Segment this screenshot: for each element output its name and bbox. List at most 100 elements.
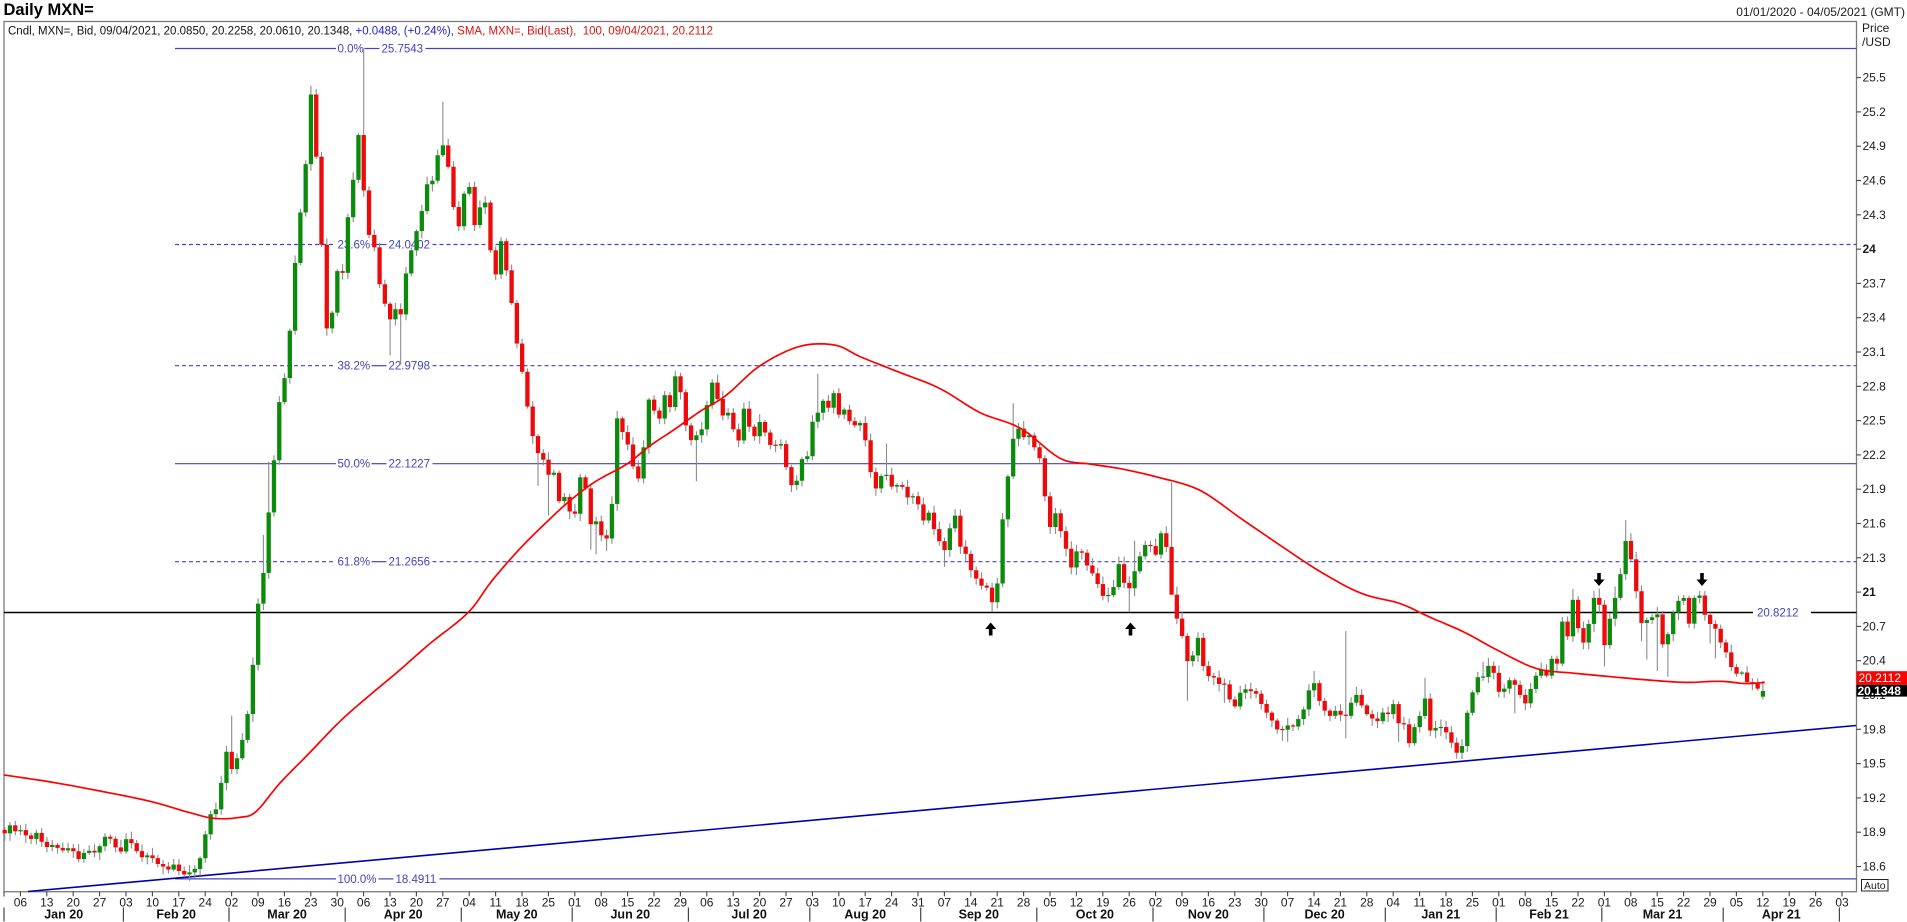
svg-text:01: 01 bbox=[1492, 896, 1506, 910]
svg-text:Feb 21: Feb 21 bbox=[1529, 908, 1569, 922]
svg-text:27: 27 bbox=[779, 896, 793, 910]
svg-text:17: 17 bbox=[859, 896, 873, 910]
svg-text:Jun 20: Jun 20 bbox=[610, 908, 650, 922]
svg-text:16: 16 bbox=[1202, 896, 1216, 910]
svg-text:27: 27 bbox=[436, 896, 450, 910]
svg-text:38.2%: 38.2% bbox=[338, 361, 371, 373]
svg-text:/USD: /USD bbox=[1862, 35, 1891, 49]
svg-text:25.2: 25.2 bbox=[1863, 105, 1887, 119]
svg-text:05: 05 bbox=[1730, 896, 1744, 910]
svg-text:04: 04 bbox=[1387, 896, 1401, 910]
svg-text:Mar 21: Mar 21 bbox=[1643, 908, 1683, 922]
svg-text:22: 22 bbox=[1677, 896, 1691, 910]
svg-text:18.4911: 18.4911 bbox=[396, 874, 437, 886]
svg-text:20.4: 20.4 bbox=[1863, 654, 1887, 668]
svg-text:01: 01 bbox=[568, 896, 582, 910]
svg-text:23.7: 23.7 bbox=[1863, 276, 1887, 290]
svg-text:21.2656: 21.2656 bbox=[389, 557, 431, 569]
svg-text:10: 10 bbox=[146, 896, 160, 910]
svg-text:16: 16 bbox=[278, 896, 292, 910]
svg-text:04: 04 bbox=[463, 896, 477, 910]
svg-text:23.6%: 23.6% bbox=[338, 240, 371, 252]
svg-text:18.9: 18.9 bbox=[1863, 825, 1887, 839]
svg-text:Aug 20: Aug 20 bbox=[844, 908, 886, 922]
svg-text:25.5: 25.5 bbox=[1863, 71, 1887, 85]
svg-text:08: 08 bbox=[1624, 896, 1638, 910]
svg-text:20.1348: 20.1348 bbox=[1858, 684, 1902, 698]
svg-text:19: 19 bbox=[1096, 896, 1110, 910]
svg-text:14: 14 bbox=[1307, 896, 1321, 910]
svg-text:01/01/2020 - 04/05/2021 (GMT): 01/01/2020 - 04/05/2021 (GMT) bbox=[1736, 5, 1905, 19]
svg-text:03: 03 bbox=[1835, 896, 1849, 910]
svg-text:30: 30 bbox=[1255, 896, 1269, 910]
svg-text:21.3: 21.3 bbox=[1863, 551, 1887, 565]
svg-text:11: 11 bbox=[489, 896, 502, 910]
svg-text:23: 23 bbox=[1228, 896, 1242, 910]
svg-text:13: 13 bbox=[727, 896, 741, 910]
svg-text:12: 12 bbox=[1756, 896, 1770, 910]
svg-text:29: 29 bbox=[1703, 896, 1717, 910]
svg-text:Jan 21: Jan 21 bbox=[1421, 908, 1460, 922]
svg-text:100.0%: 100.0% bbox=[338, 874, 377, 886]
svg-text:01: 01 bbox=[1598, 896, 1612, 910]
svg-text:24.9: 24.9 bbox=[1863, 139, 1887, 153]
svg-text:Dec 20: Dec 20 bbox=[1304, 908, 1344, 922]
svg-text:23.1: 23.1 bbox=[1863, 345, 1887, 359]
svg-text:61.8%: 61.8% bbox=[338, 557, 371, 569]
svg-text:17: 17 bbox=[172, 896, 186, 910]
svg-text:Cndl, MXN=, Bid, 09/04/2021, 2: Cndl, MXN=, Bid, 09/04/2021, 20.0850, 20… bbox=[8, 26, 713, 38]
svg-text:26: 26 bbox=[1809, 896, 1823, 910]
svg-text:Mar 20: Mar 20 bbox=[267, 908, 307, 922]
svg-text:25: 25 bbox=[1466, 896, 1480, 910]
svg-text:19.2: 19.2 bbox=[1863, 791, 1887, 805]
svg-text:24: 24 bbox=[199, 896, 213, 910]
svg-text:19.8: 19.8 bbox=[1863, 722, 1887, 736]
svg-text:02: 02 bbox=[1149, 896, 1163, 910]
svg-text:29: 29 bbox=[674, 896, 688, 910]
svg-text:10: 10 bbox=[832, 896, 846, 910]
svg-text:Daily MXN=: Daily MXN= bbox=[4, 1, 94, 19]
svg-text:19.5: 19.5 bbox=[1863, 757, 1887, 771]
svg-text:27: 27 bbox=[93, 896, 107, 910]
svg-text:28: 28 bbox=[1017, 896, 1031, 910]
svg-text:24.6: 24.6 bbox=[1863, 174, 1887, 188]
svg-text:22.9798: 22.9798 bbox=[389, 361, 431, 373]
svg-text:06: 06 bbox=[14, 896, 28, 910]
svg-text:19: 19 bbox=[1783, 896, 1797, 910]
svg-text:Apr 20: Apr 20 bbox=[384, 908, 423, 922]
svg-text:18.6: 18.6 bbox=[1863, 860, 1887, 874]
svg-text:09: 09 bbox=[1175, 896, 1189, 910]
svg-text:31: 31 bbox=[911, 896, 925, 910]
svg-text:21: 21 bbox=[1863, 585, 1877, 599]
svg-text:24.0402: 24.0402 bbox=[389, 240, 431, 252]
svg-text:23: 23 bbox=[304, 896, 318, 910]
svg-text:22: 22 bbox=[1571, 896, 1585, 910]
svg-text:08: 08 bbox=[595, 896, 609, 910]
svg-text:20.7: 20.7 bbox=[1863, 619, 1887, 633]
svg-text:15: 15 bbox=[621, 896, 635, 910]
svg-text:21.6: 21.6 bbox=[1863, 517, 1887, 531]
svg-text:07: 07 bbox=[938, 896, 952, 910]
svg-text:20: 20 bbox=[753, 896, 767, 910]
svg-text:24: 24 bbox=[885, 896, 899, 910]
svg-text:May 20: May 20 bbox=[496, 908, 538, 922]
svg-text:11: 11 bbox=[1413, 896, 1426, 910]
svg-text:03: 03 bbox=[806, 896, 820, 910]
svg-text:Sep 20: Sep 20 bbox=[959, 908, 999, 922]
svg-text:Apr 21: Apr 21 bbox=[1762, 908, 1801, 922]
svg-text:0.0%: 0.0% bbox=[338, 44, 364, 56]
svg-text:30: 30 bbox=[331, 896, 345, 910]
svg-text:22: 22 bbox=[647, 896, 661, 910]
svg-text:Nov 20: Nov 20 bbox=[1188, 908, 1229, 922]
svg-text:05: 05 bbox=[1043, 896, 1057, 910]
svg-text:28: 28 bbox=[1360, 896, 1374, 910]
svg-text:06: 06 bbox=[357, 896, 371, 910]
svg-text:13: 13 bbox=[383, 896, 397, 910]
svg-text:25.7543: 25.7543 bbox=[382, 44, 424, 56]
svg-text:03: 03 bbox=[119, 896, 133, 910]
svg-text:14: 14 bbox=[964, 896, 978, 910]
svg-text:06: 06 bbox=[700, 896, 714, 910]
svg-text:Auto: Auto bbox=[1864, 880, 1886, 892]
svg-text:20: 20 bbox=[67, 896, 81, 910]
svg-text:20.8212: 20.8212 bbox=[1757, 608, 1799, 620]
